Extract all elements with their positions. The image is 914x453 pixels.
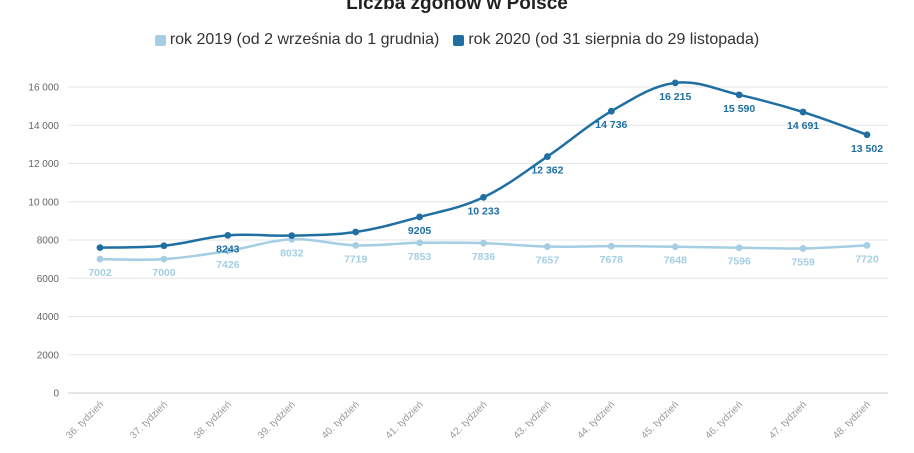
data-label-1: 10 233 bbox=[467, 205, 499, 217]
legend-label-2019: rok 2019 (od 2 września do 1 grudnia) bbox=[169, 31, 440, 48]
data-label-0: 7853 bbox=[408, 251, 432, 263]
data-point-1[interactable] bbox=[352, 228, 360, 236]
legend: rok 2019 (od 2 września do 1 grudnia) ro… bbox=[0, 31, 914, 49]
legend-item-2020[interactable]: rok 2020 (od 31 sierpnia do 29 listopada… bbox=[453, 31, 759, 49]
data-point-1[interactable] bbox=[416, 213, 423, 221]
data-label-0: 8032 bbox=[280, 247, 304, 259]
data-point-1[interactable] bbox=[224, 231, 232, 239]
data-point-0[interactable] bbox=[607, 242, 615, 250]
data-point-0[interactable] bbox=[799, 245, 807, 252]
data-point-0[interactable] bbox=[671, 243, 679, 251]
y-tick-label: 10 000 bbox=[28, 197, 59, 208]
data-point-1[interactable] bbox=[160, 242, 168, 250]
data-point-0[interactable] bbox=[96, 255, 104, 263]
x-tick-label: 36. tydzień bbox=[64, 399, 106, 441]
data-label-0: 7559 bbox=[791, 256, 815, 268]
data-label-0: 7648 bbox=[664, 255, 688, 267]
data-label-1: 14 736 bbox=[595, 119, 627, 131]
data-label-0: 7596 bbox=[727, 256, 751, 268]
data-label-0: 7000 bbox=[152, 267, 176, 279]
data-point-1[interactable] bbox=[863, 131, 871, 139]
data-point-1[interactable] bbox=[288, 232, 296, 240]
data-label-0: 7426 bbox=[216, 259, 240, 271]
y-tick-label: 8000 bbox=[37, 236, 60, 247]
x-tick-label: 46. tydzień bbox=[703, 399, 745, 441]
data-label-1: 15 590 bbox=[723, 103, 755, 115]
x-tick-label: 43. tydzień bbox=[512, 399, 554, 441]
y-tick-label: 0 bbox=[53, 389, 59, 400]
data-point-1[interactable] bbox=[799, 108, 807, 116]
x-tick-label: 48. tydzień bbox=[831, 399, 873, 441]
data-point-1[interactable] bbox=[544, 153, 551, 160]
chart-title: Liczba zgonów w Polsce bbox=[346, 0, 568, 14]
data-point-0[interactable] bbox=[224, 247, 232, 255]
data-point-0[interactable] bbox=[544, 243, 551, 250]
data-point-0[interactable] bbox=[735, 244, 743, 252]
x-tick-label: 38. tydzień bbox=[192, 399, 234, 441]
y-tick-label: 4000 bbox=[37, 312, 60, 323]
data-label-0: 7678 bbox=[600, 254, 624, 266]
data-label-1: 8243 bbox=[216, 243, 240, 255]
data-point-1[interactable] bbox=[480, 193, 487, 201]
data-point-1[interactable] bbox=[96, 244, 104, 252]
y-tick-label: 2000 bbox=[37, 350, 60, 361]
data-label-0: 7657 bbox=[536, 255, 560, 267]
data-point-0[interactable] bbox=[352, 241, 360, 249]
data-label-1: 9205 bbox=[408, 225, 432, 237]
data-label-0: 7002 bbox=[88, 267, 112, 279]
y-tick-label: 12 000 bbox=[28, 159, 59, 170]
data-point-1[interactable] bbox=[735, 91, 743, 99]
data-label-1: 16 215 bbox=[659, 91, 691, 103]
data-label-1: 12 362 bbox=[531, 165, 563, 177]
data-label-0: 7719 bbox=[344, 253, 368, 265]
legend-item-2019[interactable]: rok 2019 (od 2 września do 1 grudnia) bbox=[154, 31, 440, 49]
x-tick-label: 41. tydzień bbox=[384, 399, 426, 441]
x-tick-label: 44. tydzień bbox=[575, 399, 617, 441]
data-label-0: 7836 bbox=[472, 251, 496, 263]
data-point-1[interactable] bbox=[671, 79, 679, 87]
x-tick-label: 45. tydzień bbox=[639, 399, 681, 441]
y-tick-label: 14 000 bbox=[28, 121, 59, 132]
legend-swatch-2019 bbox=[154, 34, 166, 46]
x-tick-label: 42. tydzień bbox=[448, 399, 490, 441]
x-tick-label: 47. tydzień bbox=[767, 399, 809, 441]
data-label-1: 13 502 bbox=[851, 143, 883, 155]
x-tick-label: 39. tydzień bbox=[256, 399, 298, 441]
y-tick-label: 6000 bbox=[37, 274, 60, 285]
data-point-0[interactable] bbox=[863, 241, 871, 249]
data-label-1: 14 691 bbox=[787, 120, 819, 132]
x-tick-label: 37. tydzień bbox=[128, 399, 170, 441]
data-point-0[interactable] bbox=[480, 239, 487, 247]
data-point-0[interactable] bbox=[416, 239, 423, 247]
data-point-1[interactable] bbox=[607, 107, 615, 115]
data-label-0: 7720 bbox=[855, 253, 879, 265]
legend-swatch-2020 bbox=[453, 34, 465, 46]
y-tick-label: 16 000 bbox=[28, 83, 59, 94]
legend-label-2020: rok 2020 (od 31 sierpnia do 29 listopada… bbox=[468, 31, 760, 48]
data-point-0[interactable] bbox=[160, 255, 168, 263]
x-tick-label: 40. tydzień bbox=[320, 399, 362, 441]
